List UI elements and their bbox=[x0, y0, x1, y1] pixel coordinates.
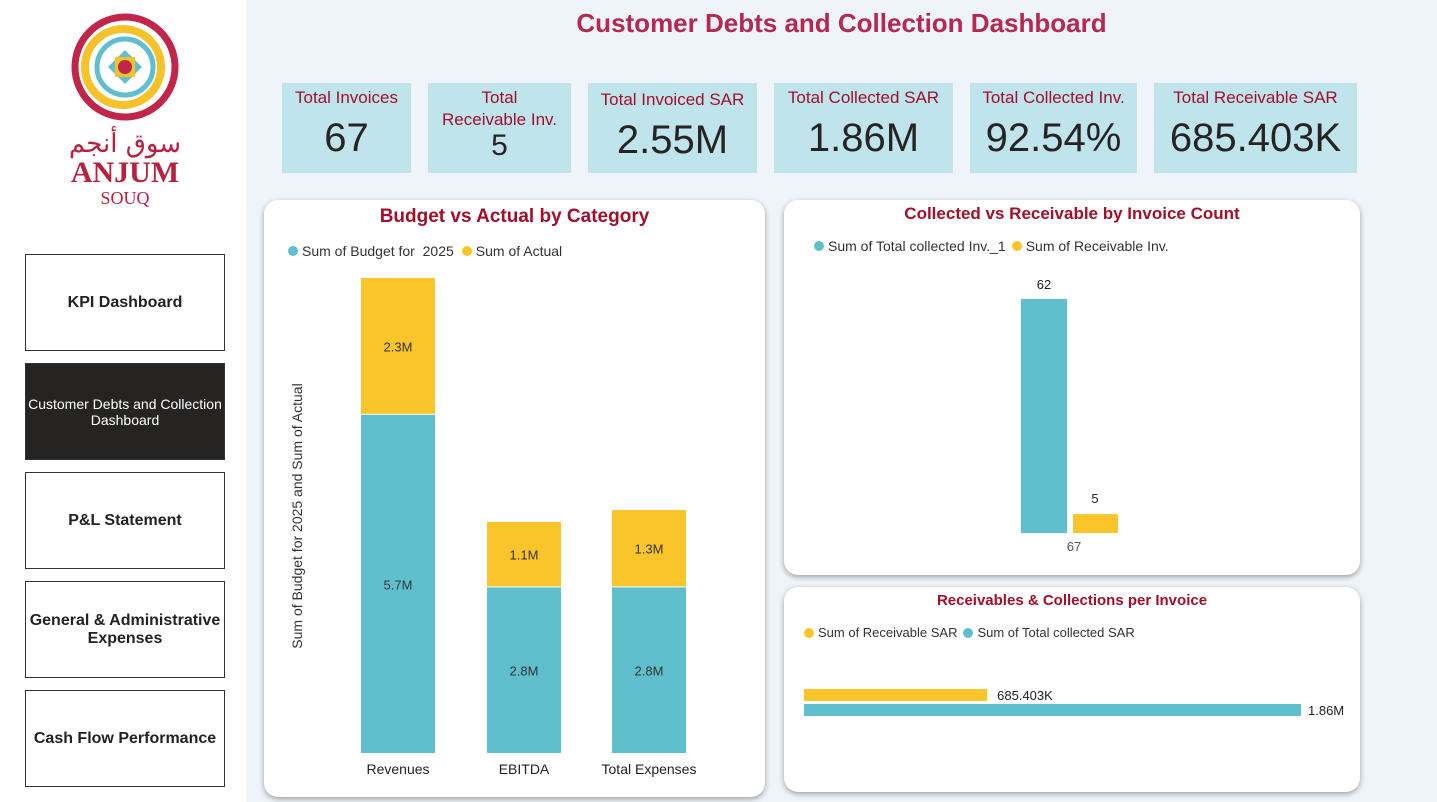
data-label: 5.7M bbox=[384, 577, 413, 592]
data-label: 685.403K bbox=[997, 688, 1053, 703]
collected-vs-receivable-chart: Collected vs Receivable by Invoice Count… bbox=[784, 200, 1360, 575]
nav-ga-expenses[interactable]: General & Administrative Expenses bbox=[25, 581, 225, 678]
chart-legend: Sum of Receivable SAR Sum of Total colle… bbox=[804, 625, 1135, 640]
sidebar: سوق أنجم ANJUM SOUQ KPI Dashboard Custom… bbox=[0, 0, 246, 802]
kpi-value: 1.86M bbox=[807, 116, 920, 160]
legend-receivable: Sum of Receivable Inv. bbox=[1025, 238, 1169, 254]
data-label: 2.8M bbox=[635, 664, 664, 679]
bar-collected bbox=[1021, 299, 1067, 533]
kpi-value: 92.54% bbox=[985, 116, 1122, 160]
kpi-total-invoices: Total Invoices 67 bbox=[282, 83, 411, 173]
legend-dot bbox=[288, 246, 298, 256]
legend-receivable-sar: Sum of Receivable SAR bbox=[818, 625, 958, 640]
data-label: 1.1M bbox=[510, 548, 539, 563]
bar-receivable-sar bbox=[804, 689, 988, 701]
data-label: 1.3M bbox=[635, 542, 664, 557]
bar-receivable bbox=[1073, 514, 1118, 533]
data-label: 2.3M bbox=[384, 339, 413, 354]
nav-pl-statement[interactable]: P&L Statement bbox=[25, 472, 225, 569]
logo-name: ANJUM bbox=[70, 156, 180, 189]
legend-dot bbox=[814, 241, 824, 251]
page-title: Customer Debts and Collection Dashboard bbox=[576, 8, 1107, 38]
logo-sub: SOUQ bbox=[100, 188, 150, 208]
kpi-label: Total Invoices bbox=[295, 88, 398, 107]
y-axis-label: Sum of Budget for 2025 and Sum of Actual bbox=[289, 383, 305, 648]
chart-legend: Sum of Total collected Inv._1 Sum of Rec… bbox=[814, 238, 1169, 254]
legend-collected-sar: Sum of Total collected SAR bbox=[977, 625, 1135, 640]
legend-dot bbox=[1011, 241, 1022, 251]
legend-dot bbox=[461, 246, 472, 256]
bar-actual bbox=[612, 510, 686, 587]
kpi-label: Total Collected Inv. bbox=[982, 88, 1125, 107]
chart-title: Budget vs Actual by Category bbox=[379, 206, 650, 227]
x-tick-label: Total Expenses bbox=[602, 761, 697, 777]
kpi-value: 5 bbox=[491, 129, 508, 162]
kpi-value: 2.55M bbox=[616, 118, 729, 162]
kpi-label: Total Receivable SAR bbox=[1173, 88, 1338, 107]
logo-arabic-text: سوق أنجم bbox=[68, 129, 182, 159]
nav-cash-flow[interactable]: Cash Flow Performance bbox=[25, 690, 225, 787]
anjum-souq-logo: سوق أنجم ANJUM SOUQ bbox=[60, 12, 190, 222]
bar-budget bbox=[612, 587, 686, 753]
chart-title: Receivables & Collections per Invoice bbox=[936, 592, 1208, 609]
receivables-collections-chart: Receivables & Collections per Invoice Su… bbox=[784, 587, 1360, 792]
budget-vs-actual-chart: Budget vs Actual by Category Sum of Budg… bbox=[264, 200, 765, 797]
chart-legend: Sum of Budget for 2025 Sum of Actual bbox=[288, 243, 562, 259]
legend-dot bbox=[804, 627, 814, 638]
bar-budget bbox=[487, 587, 561, 753]
bar-actual bbox=[361, 278, 435, 414]
data-label: 62 bbox=[1037, 277, 1051, 292]
x-tick-label: 67 bbox=[1067, 539, 1081, 554]
bar-actual bbox=[487, 521, 561, 587]
logo-emblem-icon bbox=[71, 13, 179, 121]
legend-budget: Sum of Budget for 2025 bbox=[302, 243, 454, 259]
data-label: 5 bbox=[1091, 491, 1098, 506]
kpi-total-collected-sar: Total Collected SAR 1.86M bbox=[774, 83, 953, 173]
x-tick-label: EBITDA bbox=[499, 761, 550, 777]
kpi-label: Total Collected SAR bbox=[787, 88, 940, 107]
kpi-total-receivable-sar: Total Receivable SAR 685.403K bbox=[1154, 83, 1357, 173]
x-tick-label: Revenues bbox=[366, 761, 429, 777]
nav-kpi-dashboard[interactable]: KPI Dashboard bbox=[25, 254, 225, 351]
kpi-total-receivable-inv: Total Receivable Inv. 5 bbox=[428, 83, 571, 173]
bar-budget bbox=[361, 414, 435, 753]
chart-title: Collected vs Receivable by Invoice Count bbox=[904, 204, 1240, 223]
kpi-label: Total Receivable Inv. bbox=[442, 88, 557, 129]
data-label: 2.8M bbox=[510, 664, 539, 679]
kpi-value: 67 bbox=[324, 116, 369, 160]
bar-collected-sar bbox=[804, 704, 1301, 716]
chart-plot: 685.403K 1.86M bbox=[804, 688, 1344, 718]
legend-actual: Sum of Actual bbox=[475, 243, 563, 259]
chart-plot: Sum of Budget for 2025 and Sum of Actual… bbox=[289, 278, 697, 777]
kpi-total-invoiced-sar: Total Invoiced SAR 2.55M bbox=[588, 83, 757, 173]
kpi-label: Total Invoiced SAR bbox=[600, 90, 745, 109]
legend-collected: Sum of Total collected Inv._1 bbox=[828, 238, 1006, 254]
kpi-total-collected-inv: Total Collected Inv. 92.54% bbox=[970, 83, 1137, 173]
nav-customer-debts[interactable]: Customer Debts and Collection Dashboard bbox=[25, 363, 225, 460]
legend-dot bbox=[963, 627, 974, 638]
kpi-value: 685.403K bbox=[1169, 116, 1342, 160]
data-label: 1.86M bbox=[1308, 703, 1344, 718]
chart-plot: 62 5 67 bbox=[1021, 277, 1118, 554]
